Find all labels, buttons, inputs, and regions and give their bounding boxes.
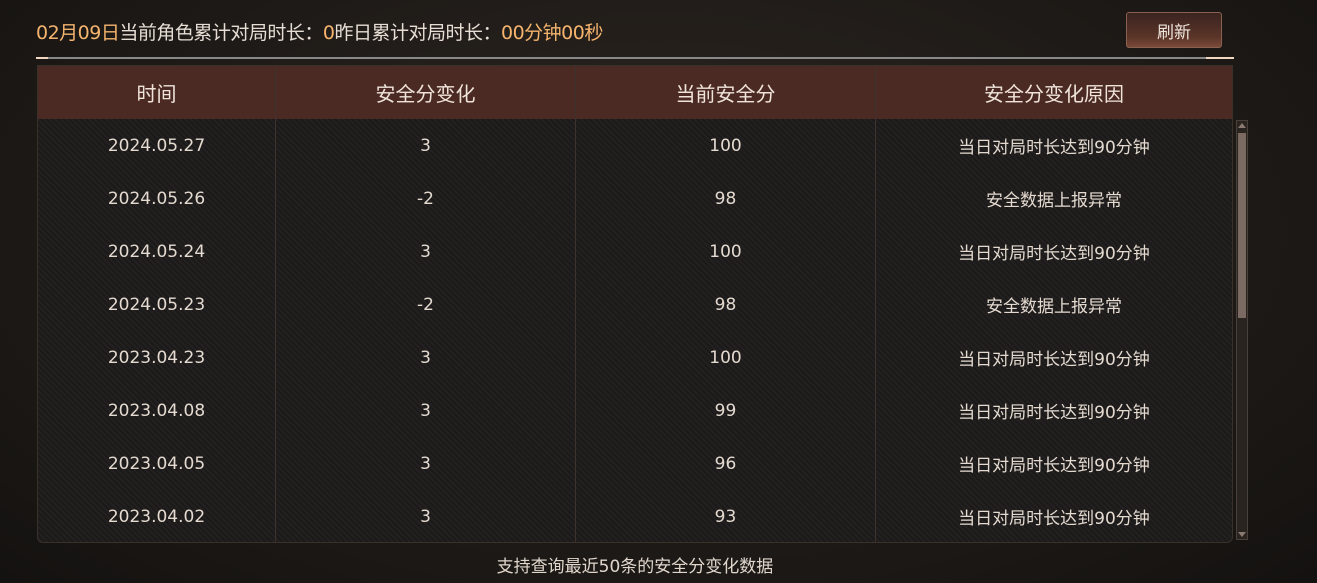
- column-header-reason: 安全分变化原因: [984, 82, 1124, 106]
- total-value: 0: [322, 22, 335, 44]
- cell-change: -2: [276, 278, 576, 331]
- footer-note: 支持查询最近50条的安全分变化数据: [496, 557, 774, 577]
- column-header-change: 安全分变化: [276, 66, 576, 119]
- cell-date: 2024.05.26: [38, 172, 276, 225]
- column-header-score: 当前安全分: [576, 66, 876, 119]
- yesterday-label: 昨日累计对局时长：: [334, 22, 501, 44]
- cell-change: 3: [276, 437, 576, 490]
- scrollbar[interactable]: [1236, 120, 1248, 540]
- cell-date: 2023.04.02: [38, 490, 276, 542]
- cell-reason: 当日对局时长达到90分钟: [958, 350, 1150, 370]
- total-label: 当前角色累计对局时长：: [119, 22, 323, 44]
- scroll-down-icon[interactable]: [1238, 532, 1246, 537]
- cell-reason: 当日对局时长达到90分钟: [958, 403, 1150, 423]
- date: 02月09日: [36, 22, 120, 44]
- refresh-button[interactable]: 刷新: [1126, 12, 1222, 48]
- cell-date: 2024.05.23: [38, 278, 276, 331]
- column-header-time: 时间: [38, 66, 276, 119]
- cell-date: 2024.05.24: [38, 225, 276, 278]
- cell-reason: 当日对局时长达到90分钟: [958, 456, 1150, 476]
- cell-score: 100: [576, 119, 876, 172]
- table-row: 2024.05.24 3 100 当日对局时长达到90分钟: [38, 225, 1232, 278]
- cell-reason: 当日对局时长达到90分钟: [958, 138, 1150, 158]
- cell-score: 99: [576, 384, 876, 437]
- cell-score: 98: [576, 172, 876, 225]
- cell-score: 100: [576, 331, 876, 384]
- safety-score-table: 时间 安全分变化 当前安全分 安全分变化原因 2024.05.27 3 100 当日对…: [37, 65, 1233, 543]
- cell-score: 98: [576, 278, 876, 331]
- cell-date: 2023.04.05: [38, 437, 276, 490]
- cell-date: 2023.04.23: [38, 331, 276, 384]
- table-row: 2023.04.05 3 96 当日对局时长达到90分钟: [38, 437, 1232, 490]
- scrollbar-thumb[interactable]: [1238, 133, 1246, 318]
- playtime-summary: 02月09日当前角色累计对局时长：0昨日累计对局时长：00分钟00秒: [36, 20, 603, 46]
- table-row: 2023.04.23 3 100 当日对局时长达到90分钟: [38, 331, 1232, 384]
- cell-change: -2: [276, 172, 576, 225]
- cell-change: 3: [276, 119, 576, 172]
- cell-score: 100: [576, 225, 876, 278]
- divider: [36, 57, 1234, 59]
- cell-reason: 当日对局时长达到90分钟: [958, 244, 1150, 264]
- yesterday-value: 00分钟00秒: [500, 22, 603, 44]
- table-row: 2024.05.27 3 100 当日对局时长达到90分钟: [38, 119, 1232, 172]
- table-row: 2024.05.23 -2 98 安全数据上报异常: [38, 278, 1232, 331]
- table-row: 2023.04.08 3 99 当日对局时长达到90分钟: [38, 384, 1232, 437]
- table-header: 时间 安全分变化 当前安全分 安全分变化原因: [38, 66, 1232, 119]
- cell-change: 3: [276, 225, 576, 278]
- scroll-up-icon[interactable]: [1238, 123, 1246, 128]
- cell-change: 3: [276, 490, 576, 542]
- cell-change: 3: [276, 384, 576, 437]
- cell-reason: 安全数据上报异常: [986, 191, 1122, 211]
- cell-change: 3: [276, 331, 576, 384]
- cell-score: 93: [576, 490, 876, 542]
- cell-score: 96: [576, 437, 876, 490]
- table-body: 2024.05.27 3 100 当日对局时长达到90分钟 2024.05.26 -2 98…: [38, 119, 1232, 542]
- cell-date: 2023.04.08: [38, 384, 276, 437]
- table-row: 2023.04.02 3 93 当日对局时长达到90分钟: [38, 490, 1232, 542]
- table-row: 2024.05.26 -2 98 安全数据上报异常: [38, 172, 1232, 225]
- cell-reason: 当日对局时长达到90分钟: [958, 509, 1150, 529]
- cell-date: 2024.05.27: [38, 119, 276, 172]
- cell-reason: 安全数据上报异常: [986, 297, 1122, 317]
